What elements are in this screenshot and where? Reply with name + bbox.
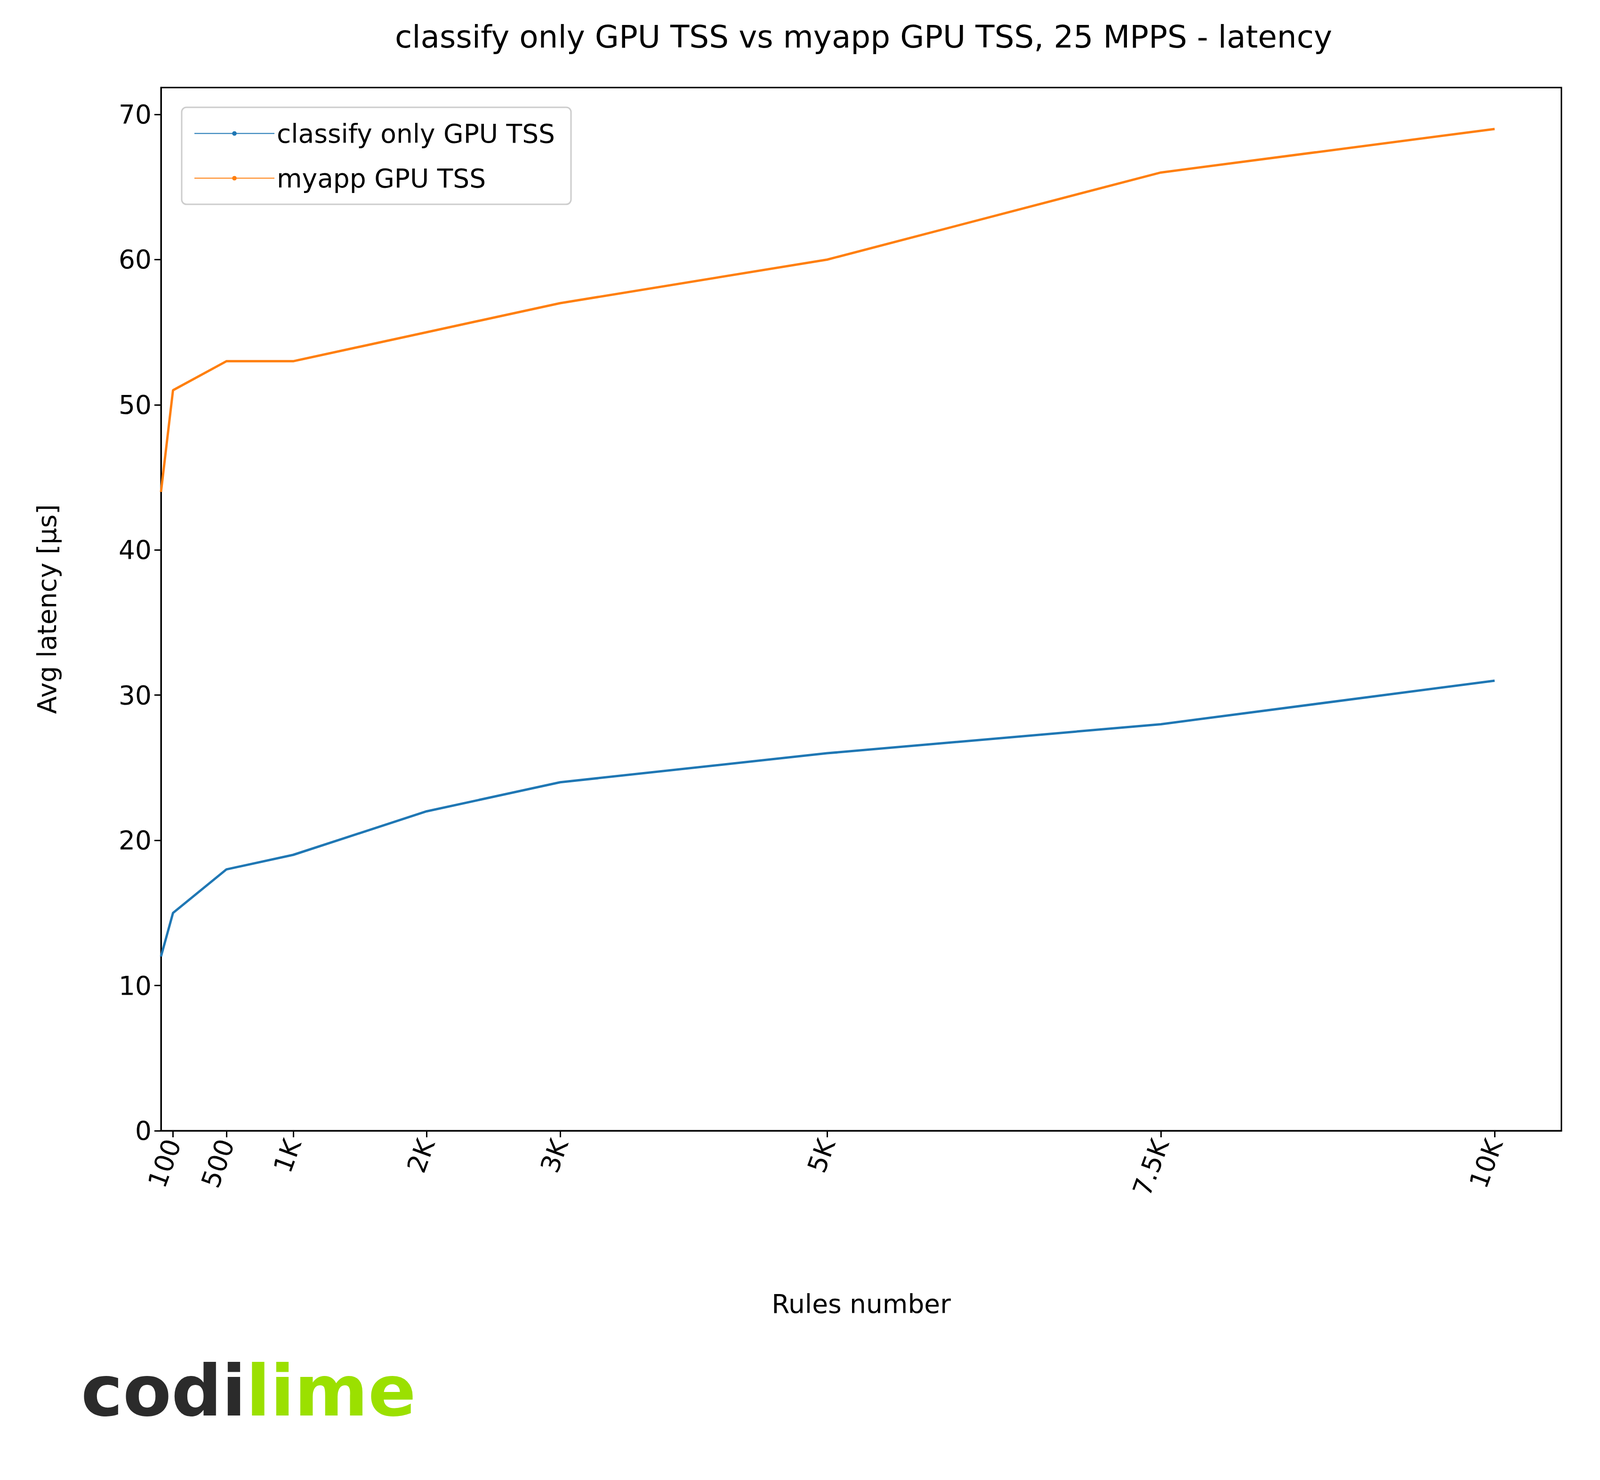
svg-text:70: 70 [118, 99, 152, 130]
svg-text:5K: 5K [801, 1133, 842, 1177]
svg-text:30: 30 [118, 680, 152, 711]
svg-text:40: 40 [118, 534, 152, 565]
svg-text:100: 100 [142, 1134, 188, 1192]
svg-text:Avg latency [μs]: Avg latency [μs] [32, 504, 63, 714]
svg-text:lime: lime [246, 1350, 417, 1432]
svg-text:500: 500 [195, 1134, 241, 1192]
svg-text:50: 50 [118, 389, 152, 420]
svg-text:10: 10 [118, 970, 152, 1001]
svg-text:60: 60 [118, 244, 152, 275]
svg-text:20: 20 [118, 825, 152, 856]
svg-text:myapp GPU TSS: myapp GPU TSS [276, 163, 486, 194]
svg-text:3K: 3K [534, 1133, 575, 1177]
svg-text:codi: codi [80, 1350, 247, 1432]
svg-text:Rules number: Rules number [771, 1288, 951, 1319]
svg-text:10K: 10K [1463, 1133, 1510, 1192]
svg-text:7.5K: 7.5K [1126, 1133, 1176, 1200]
svg-text:classify only GPU TSS vs myapp: classify only GPU TSS vs myapp GPU TSS, … [394, 18, 1333, 56]
svg-text:classify only GPU TSS: classify only GPU TSS [276, 118, 555, 149]
svg-text:2K: 2K [401, 1133, 442, 1177]
svg-text:1K: 1K [267, 1133, 308, 1177]
svg-text:0: 0 [135, 1115, 152, 1146]
